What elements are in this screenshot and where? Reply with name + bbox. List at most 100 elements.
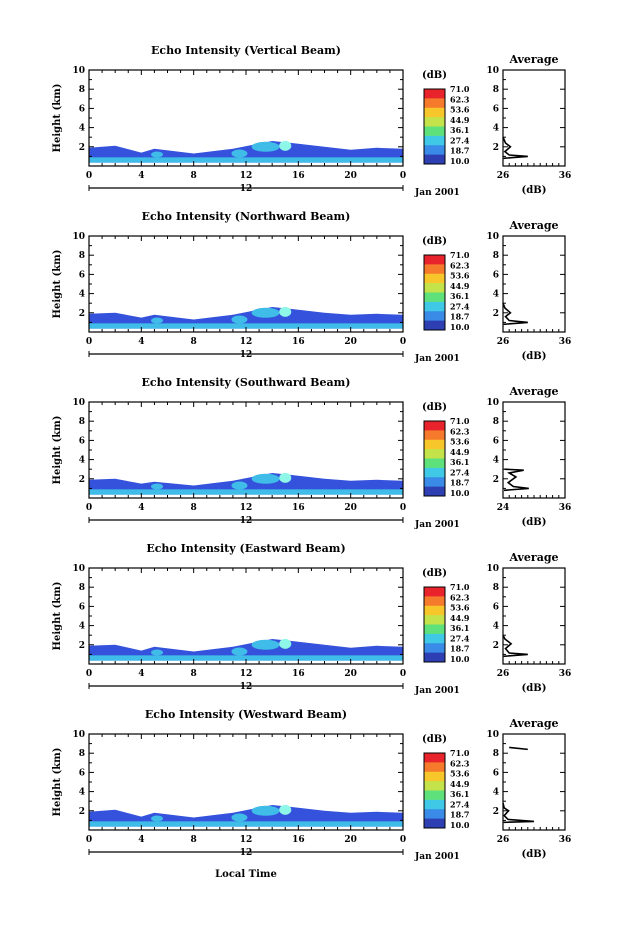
- colorbar-label: 10.0: [450, 654, 470, 664]
- colorbar-frame: [423, 752, 446, 829]
- x-tick-label: 8: [191, 171, 197, 181]
- colorbar-label: 10.0: [450, 322, 470, 332]
- echo-core: [279, 472, 292, 483]
- colorbar-swatch: [424, 458, 445, 469]
- colorbar-swatch: [424, 145, 445, 156]
- x-tick-label: 16: [292, 835, 305, 845]
- colorbar-swatch: [424, 486, 445, 497]
- average-y-tick-label: 10: [486, 66, 499, 76]
- average-x-tick-label: 26: [497, 171, 510, 181]
- y-tick-label: 6: [79, 436, 85, 446]
- x-tick-label: 0: [400, 337, 406, 347]
- echo-surface-band: [89, 821, 403, 827]
- y-tick-label: 4: [79, 290, 85, 300]
- colorbar-swatch: [424, 762, 445, 773]
- colorbar-label: 18.7: [450, 644, 469, 654]
- y-tick-label: 2: [79, 143, 85, 153]
- average-y-tick-label: 10: [486, 730, 499, 740]
- colorbar-label: 53.6: [450, 437, 470, 447]
- average-title: Average: [508, 385, 558, 398]
- colorbar-label: 71.0: [450, 582, 470, 592]
- x-tick-label: 4: [138, 171, 144, 181]
- panel-title: Echo Intensity (Westward Beam): [145, 708, 347, 721]
- average-y-tick-label: 4: [493, 456, 499, 466]
- y-tick-label: 10: [72, 232, 85, 242]
- colorbar-frame: [423, 586, 446, 663]
- average-x-label: (dB): [522, 683, 547, 694]
- average-title: Average: [508, 53, 558, 66]
- y-tick-label: 10: [72, 66, 85, 76]
- panel-3: Echo Intensity (Eastward Beam) 2 4 6 8 10 0 4 8 1…: [52, 542, 571, 696]
- average-profile-line: [502, 634, 528, 658]
- colorbar-swatch: [424, 449, 445, 459]
- average-y-tick-label: 8: [493, 583, 499, 593]
- echo-surface-band: [89, 157, 403, 163]
- x-tick-label: 12: [240, 669, 253, 679]
- y-tick-label: 4: [79, 124, 85, 134]
- x-tick-label: 16: [292, 171, 305, 181]
- x-tick-label: 12: [240, 171, 253, 181]
- colorbar-swatch: [424, 799, 445, 810]
- colorbar-swatch: [424, 292, 445, 303]
- colorbar-label: 62.3: [450, 758, 470, 768]
- y-tick-label: 2: [79, 807, 85, 817]
- colorbar-swatch: [424, 283, 445, 293]
- y-tick-label: 2: [79, 309, 85, 319]
- echo-core: [231, 149, 248, 158]
- colorbar-swatch: [424, 624, 445, 635]
- colorbar-label: 36.1: [450, 623, 469, 633]
- colorbar-swatch: [424, 781, 445, 791]
- average-y-tick-label: 6: [493, 602, 499, 612]
- colorbar-label: 18.7: [450, 810, 469, 820]
- panel-title: Echo Intensity (Northward Beam): [142, 210, 351, 223]
- y-tick-label: 2: [79, 475, 85, 485]
- colorbar-label: 10.0: [450, 156, 470, 166]
- y-tick-label: 10: [72, 398, 85, 408]
- average-y-tick-label: 4: [493, 124, 499, 134]
- x-tick-label: 16: [292, 337, 305, 347]
- panel-0: Echo Intensity (Vertical Beam) 2 4 6 8 10 0 4 8 1…: [52, 44, 571, 198]
- colorbar-swatch: [424, 477, 445, 488]
- average-y-tick-label: 4: [493, 788, 499, 798]
- average-frame: [502, 235, 566, 333]
- echo-core: [251, 473, 280, 484]
- echo-field: [89, 638, 403, 661]
- y-axis-label: Height (km): [52, 582, 63, 651]
- echo-surface-band: [89, 655, 403, 661]
- date-axis-label: 12: [240, 350, 253, 360]
- y-tick-label: 8: [79, 251, 85, 261]
- average-x-label: (dB): [522, 351, 547, 362]
- average-frame: [502, 401, 566, 499]
- average-y-tick-label: 8: [493, 417, 499, 427]
- colorbar-label: 71.0: [450, 748, 470, 758]
- average-x-tick-label: 26: [497, 669, 510, 679]
- y-tick-label: 4: [79, 622, 85, 632]
- x-tick-label: 12: [240, 337, 253, 347]
- x-tick-label: 12: [240, 503, 253, 513]
- average-profile-line: [503, 468, 529, 492]
- x-tick-label: 8: [191, 503, 197, 513]
- average-x-tick-label: 26: [497, 337, 510, 347]
- x-tick-label: 0: [400, 835, 406, 845]
- average-x-tick-label: 36: [559, 503, 572, 513]
- average-y-tick-label: 6: [493, 436, 499, 446]
- colorbar-unit: (dB): [422, 734, 447, 745]
- colorbar-unit: (dB): [422, 402, 447, 413]
- y-tick-label: 8: [79, 417, 85, 427]
- colorbar-label: 71.0: [450, 416, 470, 426]
- date-suffix: Jan 2001: [414, 852, 460, 862]
- panel-title: Echo Intensity (Southward Beam): [142, 376, 351, 389]
- x-tick-label: 0: [400, 669, 406, 679]
- average-title: Average: [508, 551, 558, 564]
- average-title: Average: [508, 717, 558, 730]
- x-tick-label: 0: [86, 835, 92, 845]
- echo-core: [151, 649, 164, 656]
- average-y-tick-label: 8: [493, 749, 499, 759]
- y-tick-label: 8: [79, 749, 85, 759]
- echo-core: [151, 815, 164, 822]
- colorbar-swatch: [424, 264, 445, 275]
- colorbar-label: 18.7: [450, 478, 469, 488]
- colorbar-label: 27.4: [450, 633, 470, 643]
- average-y-tick-label: 2: [493, 309, 499, 319]
- colorbar-swatch: [424, 587, 445, 597]
